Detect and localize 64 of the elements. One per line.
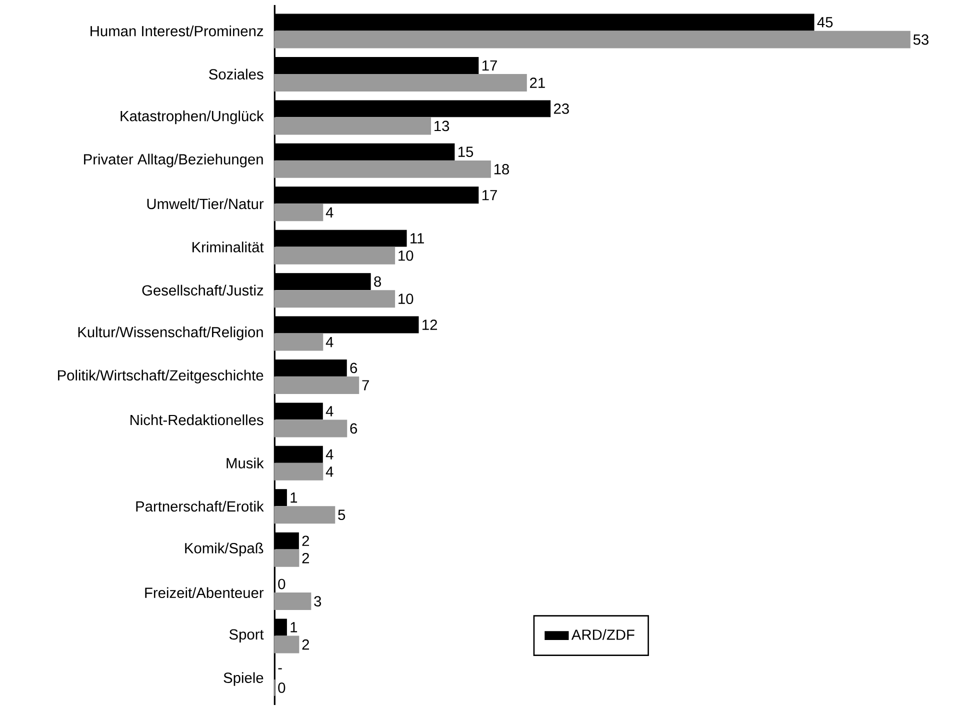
data-label: 3: [314, 596, 322, 606]
bar: [274, 30, 910, 48]
y-tick-label: Musik: [226, 458, 264, 468]
y-tick-label: Soziales: [209, 68, 264, 80]
data-label: 2: [302, 639, 309, 650]
y-tick-label: Spiele: [224, 672, 264, 686]
bar: [274, 204, 324, 222]
data-label: 17: [482, 60, 497, 71]
data-label: 15: [458, 146, 474, 158]
y-tick-label: Freizeit/Abenteuer: [145, 587, 264, 598]
data-label: -: [278, 668, 282, 670]
data-label: 8: [374, 276, 381, 287]
data-label: 11: [410, 233, 424, 244]
bar: [274, 592, 312, 610]
y-tick-label: Kultur/Wissenschaft/Religion: [78, 326, 263, 340]
data-label: 45: [817, 17, 833, 28]
data-label: 2: [302, 536, 309, 546]
bar: [274, 462, 324, 480]
data-label: 0: [278, 578, 286, 590]
data-label: 0: [278, 682, 286, 693]
data-label: 6: [350, 362, 358, 374]
data-label: 10: [398, 294, 414, 304]
bar: [274, 74, 527, 92]
data-label: 12: [422, 320, 438, 330]
y-tick-label: Sport: [229, 629, 264, 642]
bar: [274, 160, 491, 178]
data-label: 5: [338, 510, 346, 520]
data-label: 4: [326, 207, 334, 218]
y-tick-label: Privater Alltag/Beziehungen: [84, 154, 263, 168]
y-tick-label: Politik/Wirtschaft/Zeitgeschichte: [58, 370, 264, 384]
data-label: 4: [326, 406, 334, 416]
bar: [274, 636, 300, 654]
data-label: 4: [326, 466, 334, 477]
bar: [274, 420, 348, 438]
data-label: 2: [302, 552, 309, 564]
y-tick-label: Gesellschaft/Justiz: [142, 284, 264, 296]
data-label: 4: [326, 449, 334, 460]
data-label: 13: [434, 120, 450, 132]
data-label: 1: [290, 492, 298, 503]
y-tick-label: Komik/Spaß: [185, 542, 264, 556]
y-tick-label: Katastrophen/Unglück: [120, 110, 264, 124]
data-label: 6: [350, 423, 358, 434]
data-label: 10: [398, 250, 414, 261]
legend-label: ARD/ZDF: [571, 629, 634, 640]
data-label: 4: [326, 337, 334, 348]
bar: [274, 290, 396, 308]
bar: [274, 376, 360, 394]
y-tick-label: Kriminalität: [192, 242, 264, 252]
y-tick-label: Human Interest/Prominenz: [90, 26, 264, 36]
data-label: 17: [482, 190, 497, 200]
data-label: 7: [362, 380, 369, 390]
y-tick-label: Umwelt/Tier/Natur: [147, 198, 264, 210]
bar: [274, 117, 432, 135]
data-label: 1: [290, 622, 298, 632]
data-label: 18: [494, 164, 509, 174]
y-tick-label: Partnerschaft/Erotik: [136, 500, 264, 512]
data-label: 23: [554, 104, 569, 114]
bar: [274, 506, 336, 524]
bar: [274, 246, 396, 264]
data-label: 21: [530, 78, 545, 88]
bar: [274, 333, 324, 351]
data-label: 53: [913, 34, 928, 45]
bar: [274, 549, 300, 567]
y-tick-label: Nicht-Redaktionelles: [130, 414, 264, 426]
